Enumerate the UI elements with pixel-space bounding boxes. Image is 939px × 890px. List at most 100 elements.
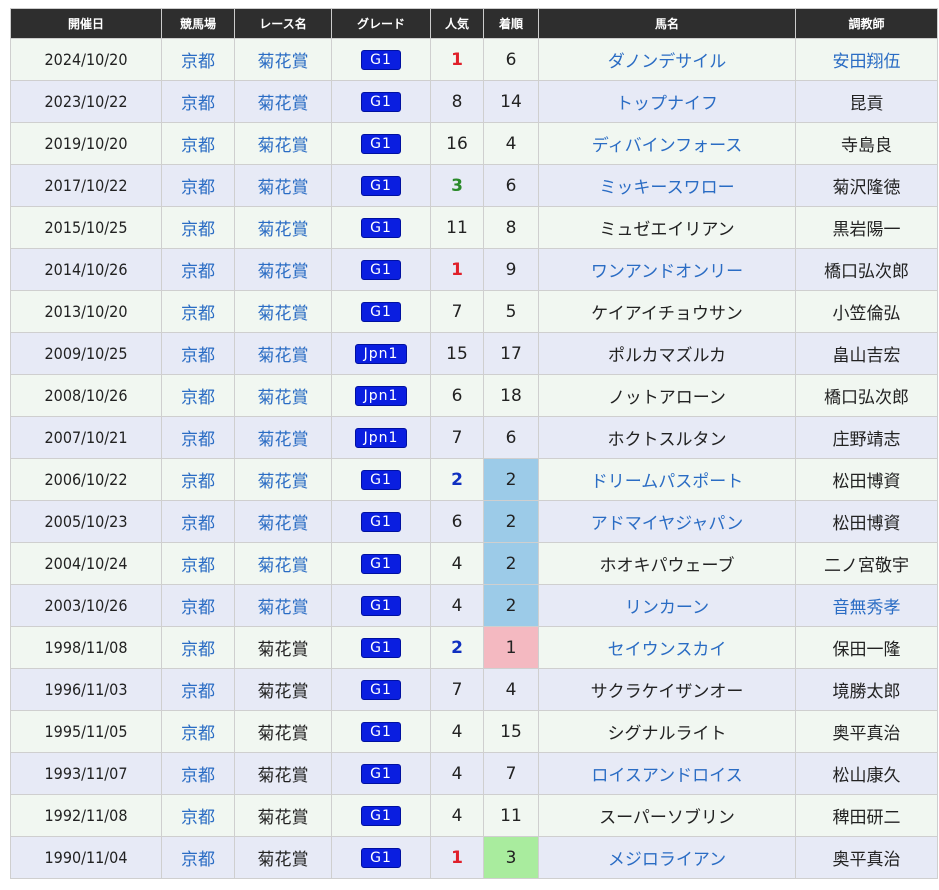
venue-link[interactable]: 京都 (181, 724, 215, 744)
grade-badge: G1 (361, 470, 401, 490)
table-row: 1993/11/07 京都 菊花賞 G1 4 7 ロイスアンドロイス 松山康久 (10, 752, 938, 795)
venue-link[interactable]: 京都 (181, 220, 215, 240)
horse-link[interactable]: ワンアンドオンリー (590, 262, 744, 282)
results-table: 開催日 競馬場 レース名 グレード 人気 着順 馬名 調教師 2024/10/20 京都 菊花賞 G… (10, 8, 938, 879)
popularity-text: 2 (451, 637, 463, 658)
race-link[interactable]: 菊花賞 (257, 514, 309, 534)
horse-cell: ホクトスルタン (538, 416, 796, 459)
popularity-text: 6 (451, 511, 463, 532)
race-link[interactable]: 菊花賞 (257, 472, 309, 492)
grade-cell: Jpn1 (331, 332, 431, 375)
trainer-link[interactable]: 安田翔伍 (832, 52, 901, 72)
race-cell: 菊花賞 (234, 332, 332, 375)
race-link[interactable]: 菊花賞 (257, 430, 309, 450)
venue-link[interactable]: 京都 (181, 388, 215, 408)
venue-link[interactable]: 京都 (181, 850, 215, 870)
horse-link[interactable]: ドリームパスポート (590, 472, 744, 492)
race-link[interactable]: 菊花賞 (257, 598, 309, 618)
venue-link[interactable]: 京都 (181, 304, 215, 324)
horse-link[interactable]: ダノンデサイル (607, 52, 727, 72)
grade-badge: G1 (361, 176, 401, 196)
venue-link[interactable]: 京都 (181, 178, 215, 198)
race-link[interactable]: 菊花賞 (257, 136, 309, 156)
date-cell: 2017/10/22 (10, 164, 162, 207)
venue-link[interactable]: 京都 (181, 52, 215, 72)
venue-link[interactable]: 京都 (181, 556, 215, 576)
horse-text: ミュゼエイリアン (599, 220, 735, 240)
horse-cell: ワンアンドオンリー (538, 248, 796, 291)
race-link[interactable]: 菊花賞 (257, 52, 309, 72)
horse-cell: リンカーン (538, 584, 796, 627)
date-cell: 2008/10/26 (10, 374, 162, 417)
table-row: 2023/10/22 京都 菊花賞 G1 8 14 トップナイフ 昆貢 (10, 80, 938, 123)
header-cell: グレード (331, 8, 431, 39)
horse-link[interactable]: ミッキースワロー (599, 178, 735, 198)
venue-link[interactable]: 京都 (181, 136, 215, 156)
horse-cell: アドマイヤジャパン (538, 500, 796, 543)
venue-link[interactable]: 京都 (181, 346, 215, 366)
grade-badge: G1 (361, 260, 401, 280)
venue-link[interactable]: 京都 (181, 766, 215, 786)
trainer-cell: 寺島良 (795, 122, 938, 165)
date-cell: 1990/11/04 (10, 836, 162, 879)
venue-link[interactable]: 京都 (181, 808, 215, 828)
trainer-link[interactable]: 音無秀孝 (832, 598, 901, 618)
race-link[interactable]: 菊花賞 (257, 220, 309, 240)
finish-cell: 2 (483, 500, 539, 543)
horse-link[interactable]: メジロライアン (607, 850, 727, 870)
race-link[interactable]: 菊花賞 (257, 304, 309, 324)
race-link[interactable]: 菊花賞 (257, 94, 309, 114)
popularity-text: 4 (451, 805, 463, 826)
trainer-cell: 小笠倫弘 (795, 290, 938, 333)
header-cell: 開催日 (10, 8, 162, 39)
grade-badge: G1 (361, 302, 401, 322)
race-cell: 菊花賞 (234, 710, 332, 753)
popularity-cell: 1 (430, 248, 484, 291)
race-link[interactable]: 菊花賞 (257, 556, 309, 576)
finish-text: 1 (505, 637, 517, 658)
venue-link[interactable]: 京都 (181, 472, 215, 492)
race-link[interactable]: 菊花賞 (257, 262, 309, 282)
venue-link[interactable]: 京都 (181, 430, 215, 450)
venue-link[interactable]: 京都 (181, 598, 215, 618)
race-link[interactable]: 菊花賞 (257, 388, 309, 408)
grade-cell: G1 (331, 710, 431, 753)
popularity-cell: 16 (430, 122, 484, 165)
horse-link[interactable]: トップナイフ (616, 94, 718, 114)
table-row: 2008/10/26 京都 菊花賞 Jpn1 6 18 ノットアローン 橋口弘次郎 (10, 374, 938, 417)
venue-link[interactable]: 京都 (181, 640, 215, 660)
horse-link[interactable]: リンカーン (624, 598, 710, 618)
table-row: 2019/10/20 京都 菊花賞 G1 16 4 ディバインフォース 寺島良 (10, 122, 938, 165)
header-cell: 着順 (483, 8, 539, 39)
race-cell: 菊花賞 (234, 206, 332, 249)
race-cell: 菊花賞 (234, 290, 332, 333)
trainer-cell: 畠山吉宏 (795, 332, 938, 375)
horse-link[interactable]: セイウンスカイ (607, 640, 727, 660)
popularity-cell: 4 (430, 542, 484, 585)
venue-link[interactable]: 京都 (181, 514, 215, 534)
date-text: 1996/11/03 (44, 680, 128, 699)
venue-cell: 京都 (161, 458, 235, 501)
header-cell: 調教師 (795, 8, 938, 39)
venue-link[interactable]: 京都 (181, 682, 215, 702)
trainer-cell: 松山康久 (795, 752, 938, 795)
race-link[interactable]: 菊花賞 (257, 346, 309, 366)
race-cell: 菊花賞 (234, 122, 332, 165)
grade-badge: G1 (361, 512, 401, 532)
horse-link[interactable]: ロイスアンドロイス (591, 766, 743, 786)
trainer-text: 庄野靖志 (832, 430, 901, 450)
venue-link[interactable]: 京都 (181, 94, 215, 114)
finish-text: 11 (500, 805, 522, 826)
horse-text: ホオキパウェーブ (599, 556, 735, 576)
horse-text: ホクトスルタン (607, 430, 727, 450)
venue-cell: 京都 (161, 374, 235, 417)
race-text: 菊花賞 (257, 724, 309, 744)
race-link[interactable]: 菊花賞 (257, 178, 309, 198)
finish-text: 2 (505, 469, 517, 490)
venue-link[interactable]: 京都 (181, 262, 215, 282)
table-row: 1995/11/05 京都 菊花賞 G1 4 15 シグナルライト 奥平真治 (10, 710, 938, 753)
horse-link[interactable]: アドマイヤジャパン (590, 514, 744, 534)
venue-cell: 京都 (161, 248, 235, 291)
finish-cell: 4 (483, 668, 539, 711)
horse-link[interactable]: ディバインフォース (591, 136, 743, 156)
